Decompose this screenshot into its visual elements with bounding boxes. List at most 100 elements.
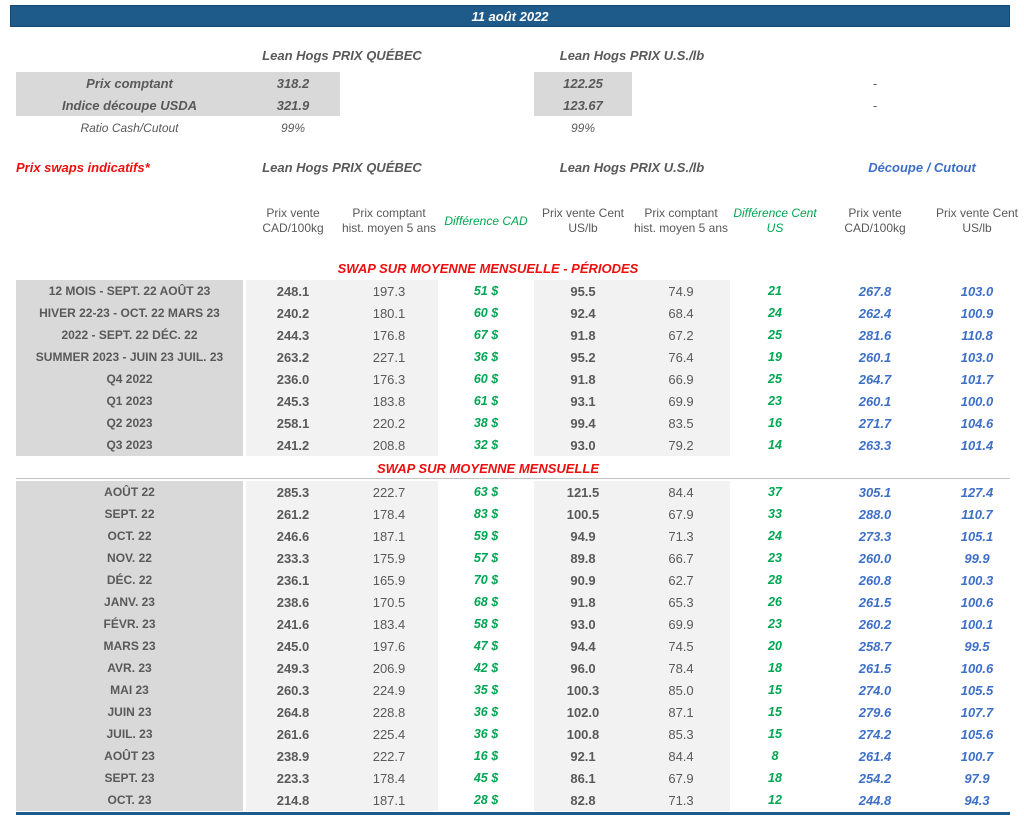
prix-vente-us-cell: 93.1 [570,393,596,409]
cutout-cad-cell: 305.1 [858,484,892,500]
cutout-cad-cell: 274.0 [858,682,892,698]
hist-cad-cell: 187.1 [372,792,406,808]
hist-cad-cell: 178.4 [372,770,406,786]
summary-us-header: Lean Hogs PRIX U.S./lb [559,48,705,63]
table-row: HIVER 22-23 - OCT. 22 MARS 23 240.2 180.1 6… [16,302,1024,324]
difference-us-cell: 18 [768,661,782,675]
difference-us-cell: 19 [768,350,782,364]
table-row: SEPT. 23 223.3 178.4 45 $ 86.1 67.9 18 254.2 97.… [16,767,1024,789]
hist-cad-cell: 183.8 [372,393,406,409]
section1-us-bg [534,280,730,456]
difference-cad-cell: 35 $ [473,683,499,697]
col-header-difference-cad: Différence CAD [444,213,528,228]
summary-us-value: 122.25 [563,75,603,91]
table-row: FÉVR. 23 241.6 183.4 58 $ 93.0 69.9 23 260.2 100… [16,613,1024,635]
hist-cad-cell: 227.1 [372,349,406,365]
cutout-us-cell: 94.3 [964,792,990,808]
difference-us-cell: 21 [768,284,782,298]
hist-us-cell: 69.9 [668,393,694,409]
col-header-hist-cad: Prix comptant hist. moyen 5 ans [341,206,437,235]
prix-vente-cad-cell: 245.0 [276,638,310,654]
hist-cad-cell: 178.4 [372,506,406,522]
difference-us-cell: 12 [768,793,782,807]
difference-cad-cell: 57 $ [473,551,499,565]
prix-vente-us-cell: 95.2 [570,349,596,365]
prix-vente-cad-cell: 241.2 [276,437,310,453]
hist-us-cell: 67.9 [668,770,694,786]
cutout-us-cell: 105.1 [960,528,994,544]
cutout-cad-cell: 261.5 [858,594,892,610]
difference-us-cell: 15 [768,683,782,697]
col-header-cutout-cad: Prix vente CAD/100kg [844,206,906,235]
prix-vente-cad-cell: 214.8 [276,792,310,808]
prix-vente-us-cell: 92.4 [570,305,596,321]
difference-us-cell: 23 [768,394,782,408]
cutout-us-cell: 110.7 [961,506,993,522]
row-period-label: JUIL. 23 [106,727,153,741]
periodes-table: 12 MOIS - SEPT. 22 AOÛT 23 248.1 197.3 51 $… [16,280,1024,456]
hist-cad-cell: 206.9 [372,660,406,676]
difference-us-cell: 23 [768,617,782,631]
cutout-us-cell: 104.6 [960,415,994,431]
hist-cad-cell: 220.2 [372,415,406,431]
cutout-cad-cell: 261.5 [858,660,892,676]
prix-vente-cad-cell: 248.1 [276,283,310,299]
summary-row-label: Indice découpe USDA [61,97,198,113]
difference-cad-cell: 58 $ [473,617,499,631]
row-period-label: JUIN 23 [107,705,152,719]
prix-vente-us-cell: 95.5 [570,283,596,299]
prix-vente-us-cell: 91.8 [570,327,596,343]
difference-cad-cell: 70 $ [473,573,499,587]
prix-vente-cad-cell: 245.3 [276,393,310,409]
cutout-cad-cell: 288.0 [858,506,892,522]
table-row: NOV. 22 233.3 175.9 57 $ 89.8 66.7 23 260.0 99.9 [16,547,1024,569]
prix-vente-cad-cell: 233.3 [276,550,310,566]
summary-us-value: 99% [570,121,596,135]
hist-cad-cell: 183.4 [372,616,406,632]
difference-cad-cell: 36 $ [473,350,499,364]
prix-vente-cad-cell: 241.6 [276,616,310,632]
prix-vente-us-cell: 86.1 [570,770,596,786]
difference-cad-cell: 32 $ [473,438,499,452]
summary-row: Ratio Cash/Cutout 99% 99% [16,117,1024,139]
hist-us-cell: 71.3 [668,792,694,808]
table-row: JUIN 23 264.8 228.8 36 $ 102.0 87.1 15 279.6 107… [16,701,1024,723]
row-period-label: SEPT. 23 [104,771,155,785]
difference-us-cell: 16 [768,416,782,430]
cutout-cad-cell: 281.6 [858,327,892,343]
cutout-cad-cell: 254.2 [858,770,892,786]
difference-cad-cell: 68 $ [473,595,499,609]
cutout-us-cell: 100.7 [960,748,994,764]
hist-us-cell: 74.5 [668,638,694,654]
difference-cad-cell: 28 $ [473,793,499,807]
difference-cad-cell: 38 $ [473,416,499,430]
row-period-label: HIVER 22-23 - OCT. 22 MARS 23 [39,306,220,320]
hist-us-cell: 71.3 [668,528,694,544]
table-row: SEPT. 22 261.2 178.4 83 $ 100.5 67.9 33 288.0 11… [16,503,1024,525]
cutout-cad-cell: 279.6 [858,704,892,720]
section-title-mensuelle: SWAP SUR MOYENNE MENSUELLE [377,460,599,476]
section2-label-bg [16,481,243,811]
swaps-quebec-header: Lean Hogs PRIX QUÉBEC [262,160,422,175]
swaps-title: Prix swaps indicatifs* [16,160,150,175]
prix-vente-cad-cell: 263.2 [276,349,310,365]
table-row: AVR. 23 249.3 206.9 42 $ 96.0 78.4 18 261.5 100.… [16,657,1024,679]
prix-vente-us-cell: 90.9 [570,572,596,588]
row-period-label: JANV. 23 [104,595,155,609]
hist-cad-cell: 197.3 [372,283,406,299]
cutout-us-cell: 97.9 [964,770,990,786]
cutout-cad-cell: 271.7 [858,415,892,431]
hist-cad-cell: 175.9 [372,550,406,566]
col-header-prix-vente-us: Prix vente Cent US/lb [541,206,625,235]
row-period-label: 12 MOIS - SEPT. 22 AOÛT 23 [48,284,211,298]
hist-us-cell: 62.7 [668,572,694,588]
cutout-cad-cell: 260.8 [858,572,892,588]
difference-cad-cell: 42 $ [473,661,499,675]
cutout-us-cell: 100.3 [960,572,994,588]
hist-cad-cell: 225.4 [372,726,406,742]
summary-row-label: Prix comptant [86,75,173,91]
cutout-us-cell: 107.7 [960,704,994,720]
prix-vente-us-cell: 89.8 [570,550,596,566]
cutout-cad-cell: 258.7 [858,638,892,654]
cutout-us-cell: 105.5 [960,682,994,698]
